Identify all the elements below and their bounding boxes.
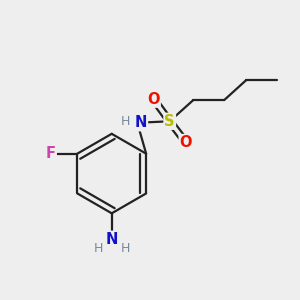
Text: H: H [94,242,103,255]
Text: N: N [135,115,147,130]
Text: S: S [164,114,175,129]
Text: H: H [120,115,130,128]
Text: O: O [180,135,192,150]
Text: F: F [46,146,56,161]
Text: O: O [147,92,160,107]
Text: N: N [106,232,118,247]
Text: H: H [120,242,130,255]
